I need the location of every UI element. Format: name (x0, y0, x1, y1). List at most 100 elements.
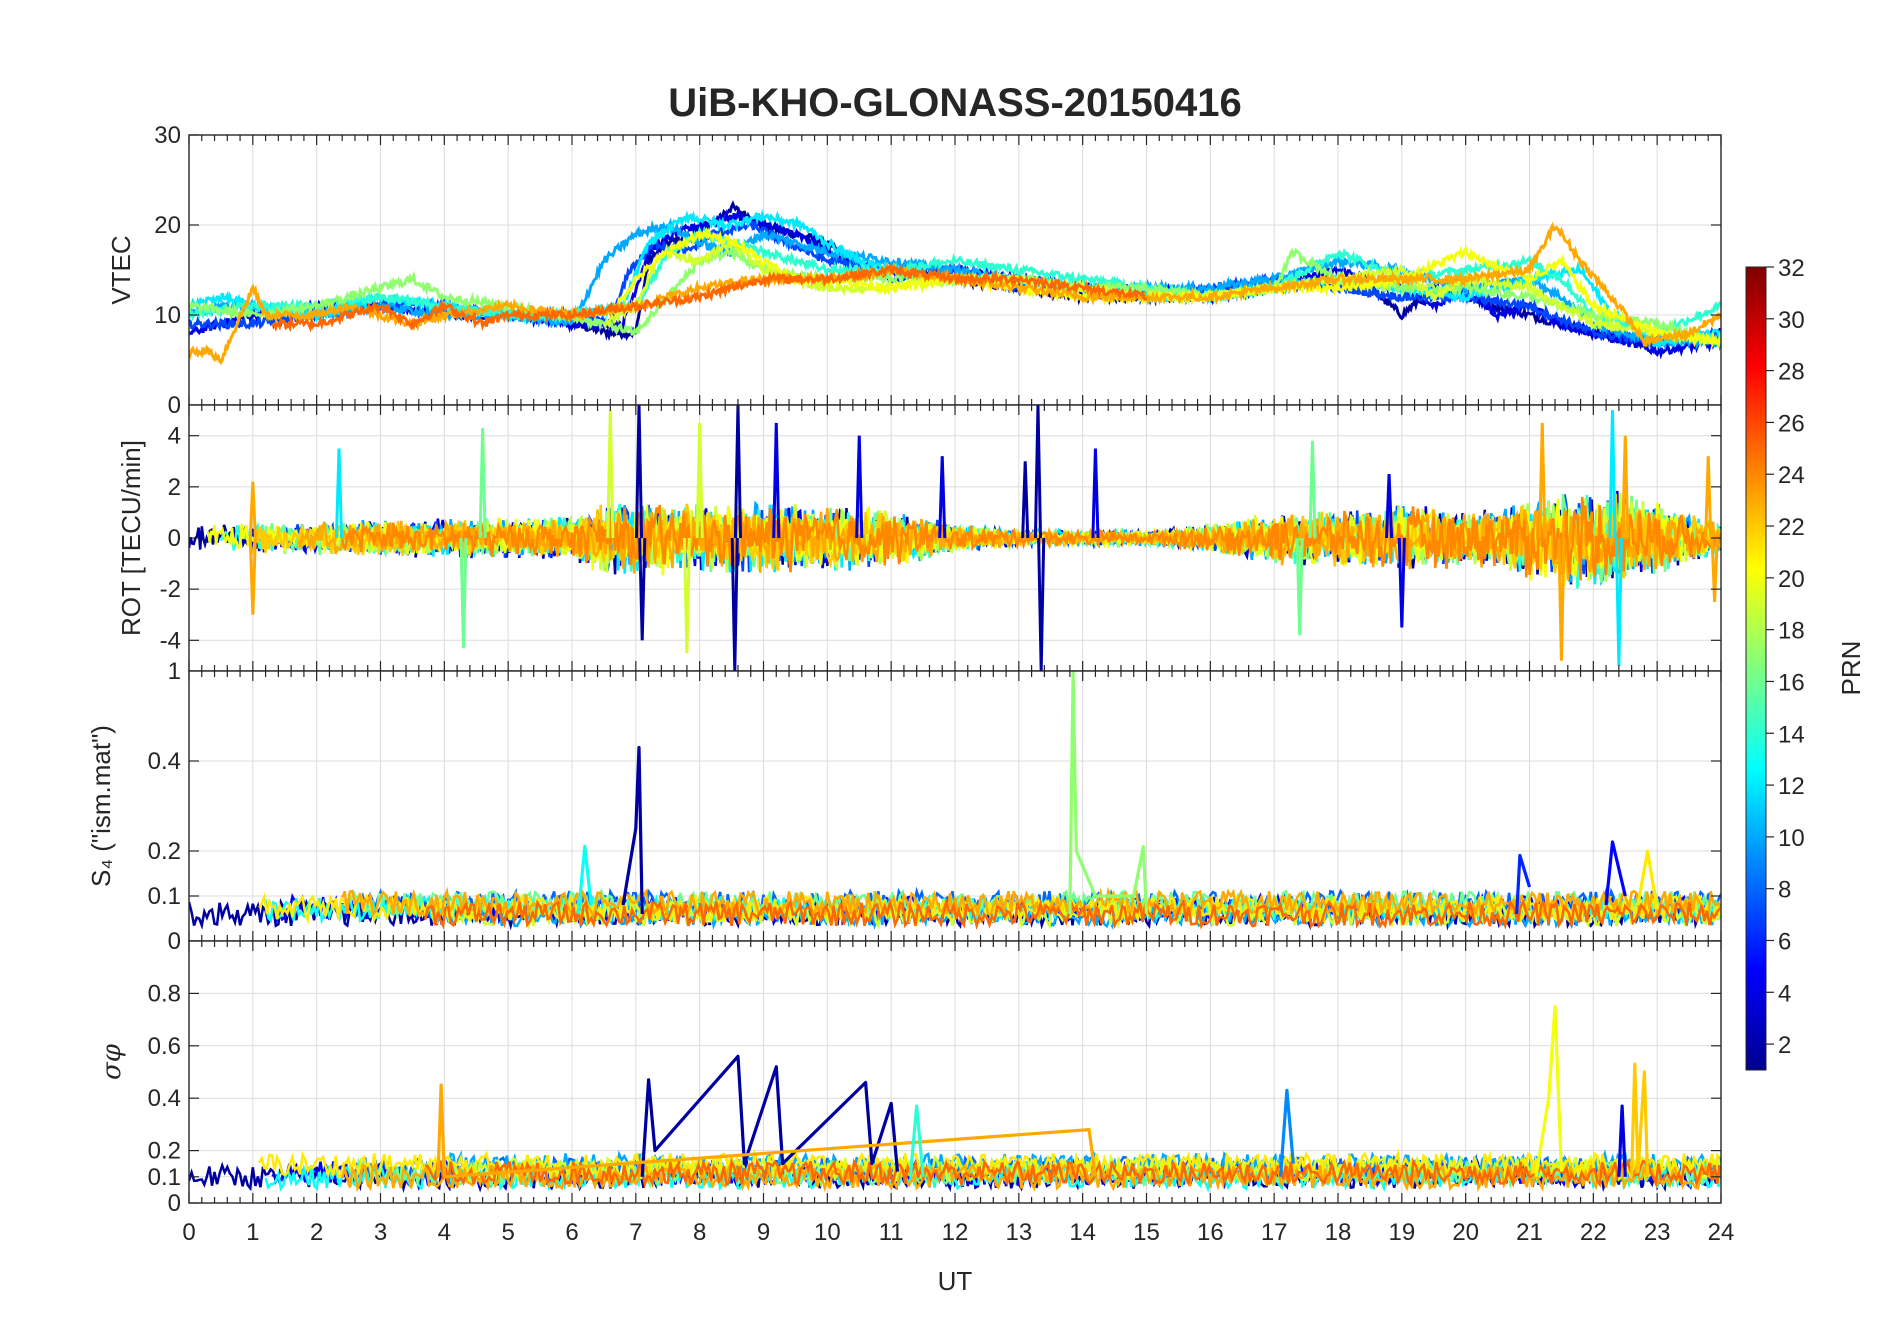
x-tick-label: 18 (1325, 1219, 1352, 1246)
colorbar-tick-label: 28 (1778, 359, 1805, 386)
spike-prn-20 (1534, 1004, 1563, 1178)
colorbar-gradient (1745, 266, 1767, 1071)
series-prn-25 (424, 1157, 1721, 1189)
panel-sigma: 00.10.2 0.4 0.6 0.8 σφ (97, 940, 1722, 1217)
panel-rot: -4 -2 0 2 4 0 ROT [TECU/min] (116, 392, 1722, 672)
x-minor-ticks (188, 135, 1722, 405)
y-tick-label: 2 (168, 474, 181, 501)
x-tick-label: 11 (879, 1219, 904, 1246)
colorbar-tick-label: 2 (1778, 1032, 1791, 1059)
series-prn-24 (340, 496, 1721, 581)
panel-vtec: 10 20 30 VTEC (106, 122, 1722, 406)
colorbar-tick-label: 12 (1778, 773, 1805, 800)
spike-prn-23 (1538, 422, 1547, 539)
spike-prn-12 (1608, 410, 1617, 539)
series-prn-23 (296, 507, 1721, 581)
data-lines (189, 405, 1721, 671)
x-tick-label: 21 (1516, 1219, 1543, 1246)
spike-prn-23 (436, 1083, 1097, 1179)
spike-prn-5 (1604, 840, 1627, 906)
spike-prn-2 (1037, 537, 1046, 671)
x-tick-label: 7 (629, 1219, 642, 1246)
spike-prn-2 (1033, 405, 1043, 539)
y-tick-label-top: 0 (168, 392, 181, 419)
spike-prn-23 (1704, 456, 1713, 539)
x-tick-label: 8 (693, 1219, 706, 1246)
x-tick-label: 19 (1388, 1219, 1415, 1246)
spike-prn-23 (1621, 435, 1630, 539)
x-tick-label: 3 (374, 1219, 387, 1246)
x-tick-label: 23 (1644, 1219, 1671, 1246)
x-tick-label: 13 (1005, 1219, 1032, 1246)
colorbar-tick-label: 16 (1778, 669, 1805, 696)
x-tick-label: 5 (501, 1219, 514, 1246)
y-tick-label: 0.2 (148, 838, 181, 865)
y-tick-label: 0.4 (148, 748, 181, 775)
x-axis: 0 1 2 3 4 5 6 7 8 9 10 11 12 13 14 15 16 17 18 19 20 21 22 23 24 (182, 1219, 1734, 1246)
colorbar-tick-label: 6 (1778, 928, 1791, 955)
data-lines (189, 200, 1721, 366)
colorbar-tick-label: 4 (1778, 980, 1791, 1007)
spike-prn-13 (576, 844, 593, 915)
x-tick-label: 2 (310, 1219, 323, 1246)
spike-prn-16 (1295, 537, 1304, 636)
chart-title: UiB-KHO-GLONASS-20150416 (668, 81, 1242, 125)
spike-prn-4 (1091, 448, 1100, 539)
spike-prn-2 (733, 405, 743, 539)
spike-prn-14 (908, 1104, 925, 1177)
x-minor-ticks (188, 405, 1722, 671)
y-tick-label: 0.1 (148, 1164, 181, 1191)
x-tick-label: 4 (438, 1219, 451, 1246)
x-tick-label: 1 (246, 1219, 259, 1246)
x-tick-label: 16 (1197, 1219, 1224, 1246)
spike-prn-4 (855, 435, 864, 539)
x-tick-label: 17 (1261, 1219, 1288, 1246)
colorbar-tick-label: 24 (1778, 462, 1805, 489)
x-tick-label: 15 (1133, 1219, 1160, 1246)
y-axis-label: S₄ ("ism.mat") (86, 725, 116, 887)
y-tick-label: 0.8 (148, 980, 181, 1007)
x-tick-label: 14 (1069, 1219, 1096, 1246)
y-tick-label: 0.1 (148, 883, 181, 910)
colorbar-tick-label: 32 (1778, 255, 1805, 282)
spike-prn-2 (621, 745, 644, 915)
spike-prn-12 (334, 448, 344, 539)
y-tick-label: 0 (168, 1190, 181, 1217)
x-axis-label: UT (938, 1266, 973, 1296)
y-tick-label: 20 (154, 212, 181, 239)
x-tick-label: 0 (182, 1219, 195, 1246)
y-tick-label: -2 (160, 576, 181, 603)
spike-prn-2 (634, 405, 644, 539)
colorbar-tick-label: 14 (1778, 721, 1805, 748)
x-minor-ticks (188, 941, 1722, 1203)
colorbar-tick-label: 26 (1778, 410, 1805, 437)
series-prn-25 (270, 263, 1148, 333)
spike-prn-17 (1068, 671, 1149, 915)
data-lines (189, 1004, 1721, 1194)
spike-prn-19 (695, 422, 704, 539)
panel-s4: 0 0.1 0.2 0.4 1 S₄ ("ism.mat") (86, 658, 1722, 955)
spike-prn-16 (478, 427, 487, 539)
spike-prn-9 (1278, 1088, 1295, 1177)
spike-prn-2 (638, 537, 647, 641)
spike-prn-23 (1557, 537, 1566, 661)
y-tick-label: 10 (154, 302, 181, 329)
colorbar-tick-label: 10 (1778, 825, 1805, 852)
spike-prn-21 (1636, 849, 1659, 910)
x-tick-label: 12 (942, 1219, 969, 1246)
x-tick-label: 20 (1452, 1219, 1479, 1246)
colorbar-tick-label: 20 (1778, 566, 1805, 593)
y-tick-label: 0.4 (148, 1085, 181, 1112)
spike-prn-2 (730, 537, 739, 671)
y-tick-label: 4 (168, 423, 181, 450)
spike-prn-16 (459, 537, 468, 649)
x-tick-label: 9 (757, 1219, 770, 1246)
x-tick-label: 10 (814, 1219, 841, 1246)
y-axis-label: σφ (97, 1043, 127, 1080)
y-axis-label: VTEC (106, 235, 136, 304)
x-minor-ticks (188, 671, 1722, 941)
y-axis-label: ROT [TECU/min] (116, 440, 146, 636)
